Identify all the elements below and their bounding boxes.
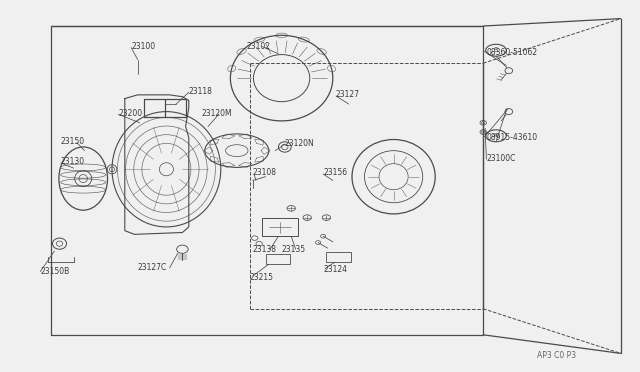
Text: 23215: 23215 [250, 273, 274, 282]
Text: S: S [494, 47, 498, 53]
Text: 23200: 23200 [118, 109, 143, 118]
Text: 23100: 23100 [131, 42, 156, 51]
Text: 23130: 23130 [61, 157, 85, 166]
Text: 23127: 23127 [336, 90, 360, 99]
Text: 23124: 23124 [323, 265, 347, 274]
Text: 23135: 23135 [282, 245, 306, 254]
Bar [326, 252, 351, 262]
Text: 23150: 23150 [61, 137, 85, 146]
Text: 23127C: 23127C [138, 263, 167, 272]
Text: W: W [493, 133, 499, 138]
Text: AP3 C0 P3: AP3 C0 P3 [537, 351, 577, 360]
Text: 23102: 23102 [246, 42, 270, 51]
Bar [266, 254, 290, 264]
Bar [262, 218, 298, 236]
Text: 23150B: 23150B [40, 267, 70, 276]
Text: 23120N: 23120N [285, 139, 314, 148]
Text: 08915-43610: 08915-43610 [486, 133, 538, 142]
Text: 08360-51062: 08360-51062 [486, 48, 538, 57]
Text: 23118: 23118 [189, 87, 212, 96]
Text: 23156: 23156 [323, 169, 348, 177]
Text: 23108: 23108 [253, 169, 277, 177]
Text: 23100C: 23100C [486, 154, 516, 163]
Text: 23138: 23138 [253, 245, 277, 254]
Text: 23120M: 23120M [202, 109, 232, 118]
